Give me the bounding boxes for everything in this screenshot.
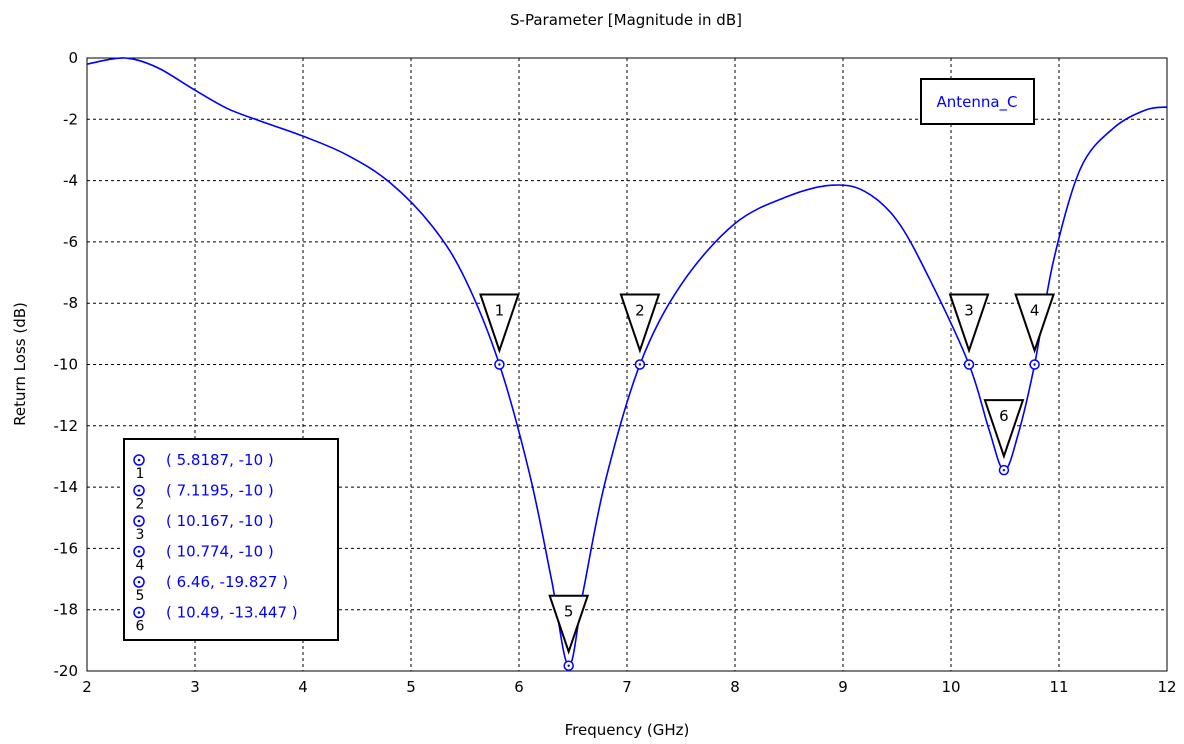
- x-tick-label: 8: [730, 678, 740, 696]
- y-tick-label: -14: [54, 478, 79, 496]
- marker-table-value: ( 10.167, -10 ): [166, 512, 274, 530]
- legend-entry: Antenna_C: [936, 93, 1017, 112]
- marker-table-number: 4: [136, 558, 145, 574]
- marker-4[interactable]: 4: [1014, 293, 1055, 370]
- marker-table-value: ( 7.1195, -10 ): [166, 482, 274, 500]
- marker-table-row: 3 ( 10.167, -10 ): [133, 512, 274, 543]
- marker-2[interactable]: 2: [619, 293, 661, 370]
- marker-1[interactable]: 1: [479, 293, 520, 370]
- marker-table-icon-dot: [137, 458, 141, 462]
- marker-table-value: ( 10.49, -13.447 ): [166, 604, 298, 622]
- marker-table-icon-dot: [137, 580, 141, 584]
- marker-table-value: ( 10.774, -10 ): [166, 543, 274, 561]
- marker-table-number: 6: [136, 619, 145, 635]
- legend[interactable]: Antenna_C: [920, 78, 1035, 125]
- marker-point-dot: [1002, 468, 1006, 472]
- marker-table-number: 2: [136, 497, 145, 513]
- x-tick-label: 12: [1157, 678, 1176, 696]
- y-tick-label: -10: [54, 356, 79, 374]
- marker-table-value: ( 5.8187, -10 ): [166, 451, 274, 469]
- y-tick-label: 0: [68, 49, 78, 67]
- chart-title: S-Parameter [Magnitude in dB]: [510, 11, 742, 29]
- marker-flag: [983, 399, 1025, 460]
- marker-table: 1 ( 5.8187, -10 ) 2 ( 7.1195, -10 ) 3 ( 10.16…: [123, 438, 339, 641]
- marker-flag: [479, 293, 520, 354]
- marker-table-number: 5: [136, 588, 145, 604]
- marker-table-icon-dot: [137, 550, 141, 553]
- marker-point-dot: [498, 363, 501, 366]
- marker-table-row: 6 ( 10.49, -13.447 ): [133, 604, 298, 635]
- marker-number: 6: [999, 407, 1009, 425]
- marker-5[interactable]: 5: [548, 594, 590, 671]
- marker-6[interactable]: 6: [983, 399, 1025, 476]
- marker-number: 5: [564, 603, 574, 621]
- series-line-antenna-c: [86, 57, 1168, 667]
- marker-flag: [548, 594, 590, 655]
- x-tick-label: 3: [190, 678, 200, 696]
- y-tick-label: -4: [63, 172, 78, 190]
- x-axis-label: Frequency (GHz): [565, 721, 690, 739]
- marker-flag: [948, 293, 990, 354]
- marker-table-icon-dot: [137, 611, 141, 614]
- marker-number: 2: [635, 302, 645, 320]
- x-tick-label: 2: [82, 678, 92, 696]
- y-tick-label: -16: [54, 539, 79, 557]
- marker-number: 4: [1030, 302, 1040, 320]
- marker-table-icon-dot: [137, 519, 141, 523]
- y-tick-label: -6: [63, 233, 78, 251]
- marker-table-number: 3: [136, 527, 145, 543]
- marker-table-row: 5 ( 6.46, -19.827 ): [133, 573, 288, 604]
- marker-point-dot: [1033, 363, 1036, 366]
- marker-table-box: [123, 438, 339, 641]
- x-tick-label: 4: [298, 678, 308, 696]
- y-tick-label: -8: [63, 294, 78, 312]
- x-tick-label: 11: [1049, 678, 1068, 696]
- marker-number: 3: [964, 302, 974, 320]
- marker-table-number: 1: [136, 466, 145, 482]
- marker-number: 1: [495, 302, 505, 320]
- marker-table-row: 4 ( 10.774, -10 ): [133, 543, 274, 574]
- marker-table-row: 1 ( 5.8187, -10 ): [133, 451, 274, 482]
- y-axis-label: Return Loss (dB): [11, 302, 29, 426]
- plot-frame: [86, 57, 1168, 672]
- marker-flag: [619, 293, 661, 354]
- axis-ticks: 2 3 4 5 6 7 8 9 10 11 120-2-4-6-8-10-12-14-16-18-2…: [54, 49, 1177, 696]
- marker-table-value: ( 6.46, -19.827 ): [166, 573, 288, 591]
- y-tick-label: -12: [54, 417, 79, 435]
- x-tick-label: 10: [941, 678, 960, 696]
- x-tick-label: 7: [622, 678, 632, 696]
- marker-table-icon-dot: [137, 489, 141, 492]
- marker-flag: [1014, 293, 1055, 354]
- marker-table-row: 2 ( 7.1195, -10 ): [133, 482, 274, 513]
- x-tick-label: 6: [514, 678, 524, 696]
- y-tick-label: -2: [63, 110, 78, 128]
- x-tick-label: 5: [406, 678, 416, 696]
- y-tick-label: -20: [54, 662, 79, 680]
- marker-point-dot: [567, 664, 570, 667]
- y-tick-label: -18: [54, 601, 79, 619]
- marker-point-dot: [967, 363, 971, 366]
- marker-point-dot: [638, 363, 642, 366]
- markers-layer: 1 2 3 4 5 6: [479, 293, 1055, 671]
- marker-3[interactable]: 3: [948, 293, 990, 370]
- x-tick-label: 9: [838, 678, 848, 696]
- legend-box: [920, 78, 1035, 125]
- series-layer: [86, 57, 1168, 667]
